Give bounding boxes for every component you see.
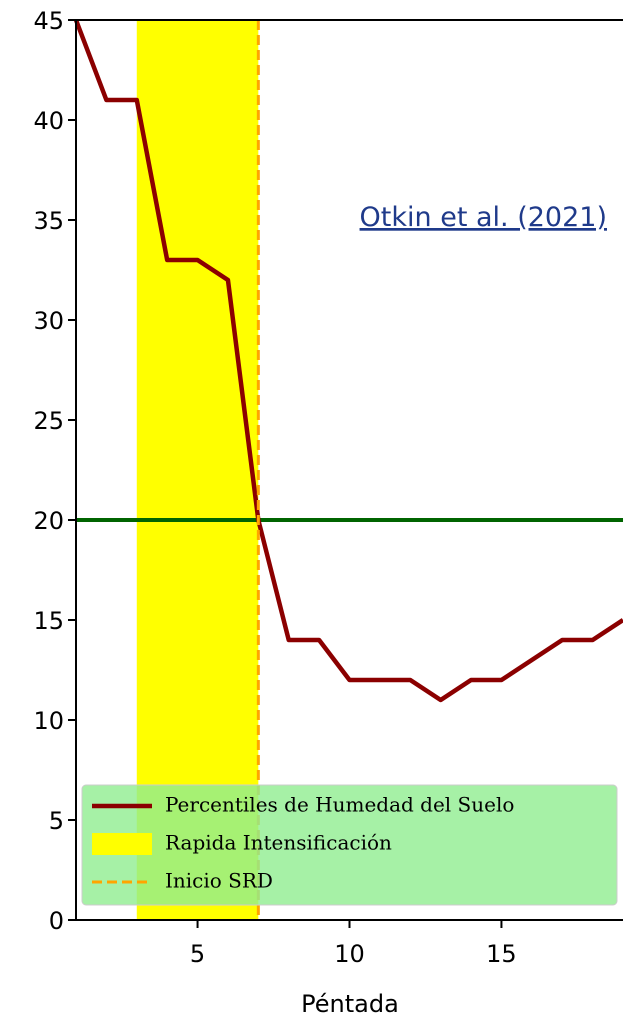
x-tick-label: 15 <box>486 940 517 968</box>
y-tick-label: 10 <box>33 707 64 735</box>
data-line <box>73 19 623 703</box>
legend-label: Inicio SRD <box>165 869 273 893</box>
y-tick-label: 25 <box>33 407 64 435</box>
x-tick-label: 5 <box>190 940 205 968</box>
y-tick-label: 0 <box>49 907 64 935</box>
y-tick-label: 20 <box>33 507 64 535</box>
y-tick-label: 5 <box>49 807 64 835</box>
y-tick-label: 35 <box>33 207 64 235</box>
y-tick-label: 45 <box>33 7 64 35</box>
y-tick-label: 15 <box>33 607 64 635</box>
y-tick-label: 30 <box>33 307 64 335</box>
legend-box <box>81 784 618 906</box>
x-tick-label: 10 <box>334 940 365 968</box>
legend-label: Rapida Intensificación <box>165 831 392 855</box>
span <box>136 20 259 920</box>
x-axis-label: Péntada <box>301 990 399 1018</box>
legend-swatch <box>92 833 152 855</box>
annotation-link[interactable]: Otkin et al. (2021) <box>360 202 607 233</box>
legend-label: Percentiles de Humedad del Suelo <box>165 793 514 817</box>
y-tick-label: 40 <box>33 107 64 135</box>
